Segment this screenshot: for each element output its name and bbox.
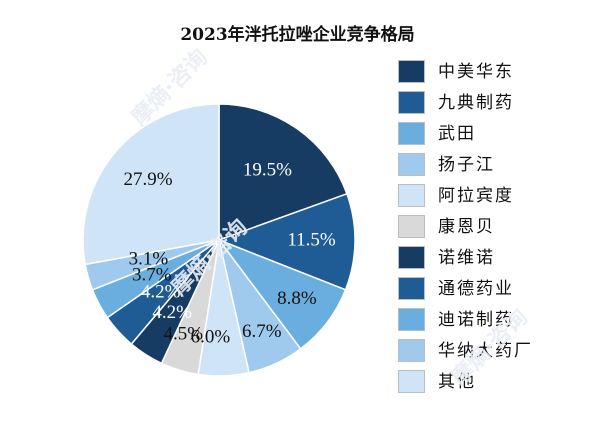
legend-item: 迪诺制药 <box>398 308 588 334</box>
slice-value-label-2: 11.5% <box>287 230 336 251</box>
legend-swatch <box>398 184 425 207</box>
slice-value-label-7: 4.2% <box>152 302 192 323</box>
legend-item: 九典制药 <box>398 91 588 117</box>
legend-label: 武田 <box>438 124 476 144</box>
legend-swatch <box>398 308 425 331</box>
slices-layer <box>82 103 356 377</box>
legend-item: 诺维诺 <box>398 246 588 272</box>
legend-item: 其他 <box>398 370 588 396</box>
legend-label: 迪诺制药 <box>438 310 514 330</box>
pie-slice-1 <box>218 103 348 242</box>
legend-label: 诺维诺 <box>438 248 495 268</box>
slice-value-label-9: 3.7% <box>132 264 172 285</box>
chart-title: 2023年泮托拉唑企业竞争格局 <box>180 25 415 45</box>
slice-value-label-6: 4.5% <box>164 323 204 344</box>
slice-value-label-5: 6.0% <box>191 326 231 347</box>
legend-swatch <box>398 91 425 114</box>
legend-swatch <box>398 339 425 362</box>
labels-layer: 19.5%11.5%8.8%6.7%6.0%4.5%4.2%4.2%3.7%3.… <box>123 159 335 347</box>
legend-label: 华纳大药厂 <box>438 341 533 361</box>
slice-value-label-11: 27.9% <box>123 169 172 190</box>
legend-label: 中美华东 <box>438 62 514 82</box>
legend: 中美华东九典制药武田扬子江阿拉宾度康恩贝诺维诺通德药业迪诺制药华纳大药厂其他 <box>398 60 588 410</box>
legend-label: 其他 <box>438 372 476 392</box>
pie-slice-2 <box>216 192 356 291</box>
slice-value-label-8: 4.2% <box>141 281 181 302</box>
slice-value-label-4: 6.7% <box>242 321 282 342</box>
pie-slice-11 <box>82 103 220 266</box>
legend-item: 通德药业 <box>398 277 588 303</box>
slice-value-label-3: 8.8% <box>277 288 317 309</box>
legend-item: 康恩贝 <box>398 215 588 241</box>
legend-swatch <box>398 122 425 145</box>
legend-swatch <box>398 277 425 300</box>
legend-swatch <box>398 215 425 238</box>
legend-label: 扬子江 <box>438 155 495 175</box>
legend-swatch <box>398 370 425 393</box>
legend-swatch <box>398 60 425 83</box>
legend-label: 通德药业 <box>438 279 514 299</box>
legend-label: 九典制药 <box>438 93 514 113</box>
legend-item: 阿拉宾度 <box>398 184 588 210</box>
legend-item: 武田 <box>398 122 588 148</box>
legend-item: 扬子江 <box>398 153 588 179</box>
slice-value-label-10: 3.1% <box>129 248 169 269</box>
legend-item: 中美华东 <box>398 60 588 86</box>
slice-value-label-1: 19.5% <box>243 159 292 180</box>
legend-item: 华纳大药厂 <box>398 339 588 365</box>
legend-label: 阿拉宾度 <box>438 186 514 206</box>
legend-swatch <box>398 153 425 176</box>
legend-swatch <box>398 246 425 269</box>
legend-label: 康恩贝 <box>438 217 495 237</box>
